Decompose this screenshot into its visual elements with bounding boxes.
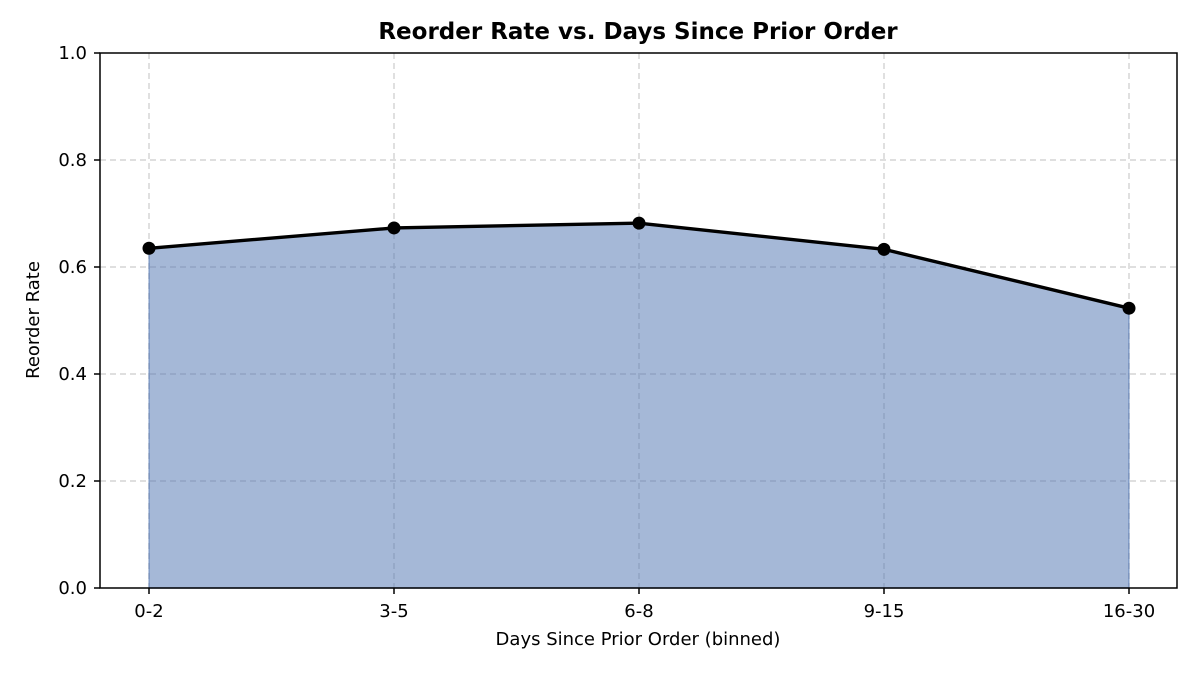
x-tick-label: 9-15 bbox=[864, 601, 905, 622]
y-tick-label: 1.0 bbox=[58, 43, 87, 64]
data-point bbox=[1122, 301, 1136, 315]
y-axis-label: Reorder Rate bbox=[23, 261, 44, 379]
data-point bbox=[387, 221, 401, 235]
area-layer bbox=[148, 222, 1130, 589]
point-layer bbox=[142, 216, 1136, 315]
y-tick-label: 0.0 bbox=[58, 578, 87, 599]
y-axis-ticks: 0.0 0.2 0.4 0.6 0.8 1.0 bbox=[58, 43, 100, 599]
y-tick-label: 0.8 bbox=[58, 150, 87, 171]
data-point bbox=[877, 242, 891, 256]
x-tick-label: 6-8 bbox=[624, 601, 653, 622]
y-tick-label: 0.2 bbox=[58, 471, 87, 492]
x-axis-ticks: 0-2 3-5 6-8 9-15 16-30 bbox=[134, 588, 1155, 622]
x-tick-label: 3-5 bbox=[379, 601, 408, 622]
x-tick-label: 16-30 bbox=[1103, 601, 1155, 622]
y-tick-label: 0.4 bbox=[58, 364, 87, 385]
y-tick-label: 0.6 bbox=[58, 257, 87, 278]
data-point bbox=[142, 241, 156, 255]
data-point bbox=[632, 216, 646, 230]
x-axis-label: Days Since Prior Order (binned) bbox=[496, 629, 781, 650]
area-fill bbox=[148, 222, 1130, 589]
x-tick-label: 0-2 bbox=[134, 601, 163, 622]
chart-title: Reorder Rate vs. Days Since Prior Order bbox=[378, 19, 898, 45]
